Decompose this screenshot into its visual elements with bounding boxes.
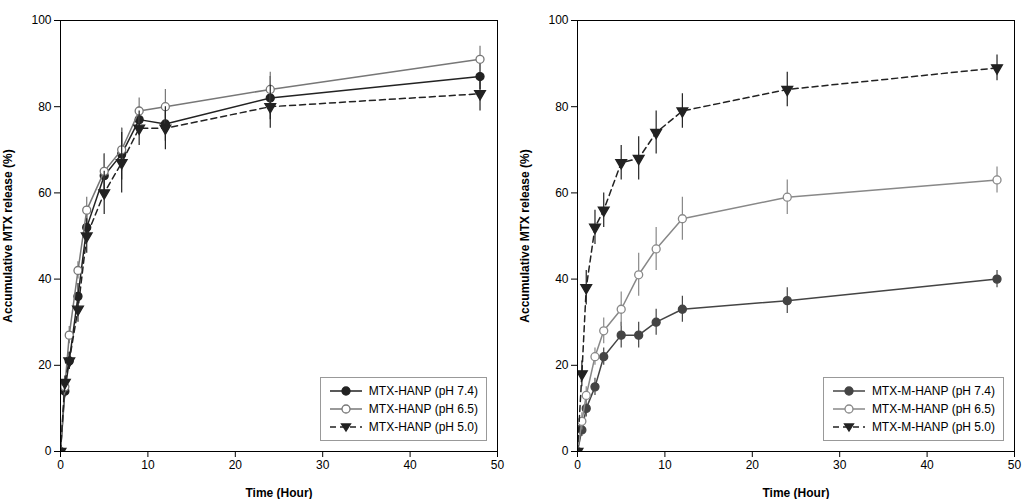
html-text:MTX-M-HANP (pH 6.5): MTX-M-HANP (pH 6.5) <box>871 402 995 416</box>
svg-text:10: 10 <box>141 458 155 472</box>
svg-text:50: 50 <box>491 458 505 472</box>
svg-text:0: 0 <box>574 458 581 472</box>
svg-text:30: 30 <box>833 458 847 472</box>
svg-text:40: 40 <box>38 272 52 286</box>
svg-text:0: 0 <box>45 444 52 458</box>
html-text:MTX-HANP (pH 7.4): MTX-HANP (pH 7.4) <box>368 384 478 398</box>
svg-text:80: 80 <box>555 100 569 114</box>
svg-text:60: 60 <box>555 186 569 200</box>
svg-text:20: 20 <box>229 458 243 472</box>
svg-text:10: 10 <box>658 458 672 472</box>
svg-text:40: 40 <box>403 458 417 472</box>
svg-text:Accumulative MTX release (%): Accumulative MTX release (%) <box>518 149 532 322</box>
svg-text:100: 100 <box>31 13 51 27</box>
svg-text:Time (Hour): Time (Hour) <box>245 486 312 499</box>
svg-text:20: 20 <box>746 458 760 472</box>
svg-text:20: 20 <box>38 358 52 372</box>
svg-text:30: 30 <box>316 458 330 472</box>
svg-text:0: 0 <box>57 458 64 472</box>
html-text:MTX-HANP (pH 5.0): MTX-HANP (pH 5.0) <box>368 420 478 434</box>
svg-text:20: 20 <box>555 358 569 372</box>
html-text:MTX-M-HANP (pH 7.4): MTX-M-HANP (pH 7.4) <box>871 384 995 398</box>
svg-text:40: 40 <box>555 272 569 286</box>
svg-text:0: 0 <box>562 444 569 458</box>
svg-text:40: 40 <box>920 458 934 472</box>
svg-text:Time (Hour): Time (Hour) <box>762 486 829 499</box>
svg-text:50: 50 <box>1008 458 1022 472</box>
html-text:MTX-M-HANP (pH 5.0): MTX-M-HANP (pH 5.0) <box>871 420 995 434</box>
svg-text:60: 60 <box>38 186 52 200</box>
svg-text:Accumulative MTX release (%): Accumulative MTX release (%) <box>1 149 15 322</box>
svg-text:100: 100 <box>548 13 568 27</box>
svg-text:80: 80 <box>38 100 52 114</box>
html-text:MTX-HANP (pH 6.5): MTX-HANP (pH 6.5) <box>368 402 478 416</box>
